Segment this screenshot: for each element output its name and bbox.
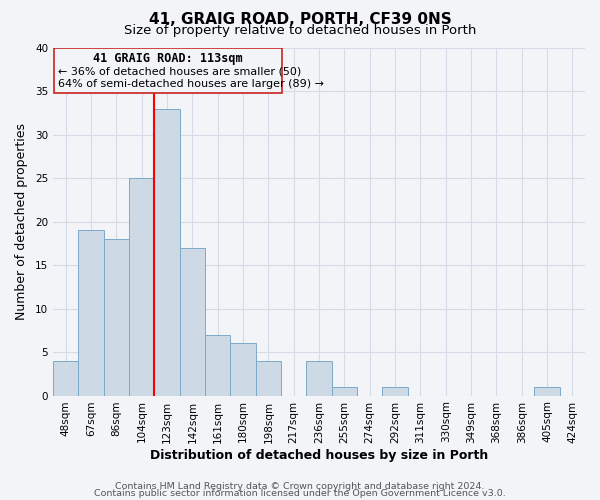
Bar: [79, 230, 104, 396]
Bar: [307, 361, 332, 396]
Bar: [332, 387, 357, 396]
Bar: [104, 239, 129, 396]
Bar: [129, 178, 154, 396]
Bar: [180, 248, 205, 396]
Text: 64% of semi-detached houses are larger (89) →: 64% of semi-detached houses are larger (…: [58, 80, 324, 90]
Text: Contains HM Land Registry data © Crown copyright and database right 2024.: Contains HM Land Registry data © Crown c…: [115, 482, 485, 491]
Text: 41, GRAIG ROAD, PORTH, CF39 0NS: 41, GRAIG ROAD, PORTH, CF39 0NS: [149, 12, 451, 28]
Text: Size of property relative to detached houses in Porth: Size of property relative to detached ho…: [124, 24, 476, 37]
Y-axis label: Number of detached properties: Number of detached properties: [15, 124, 28, 320]
Bar: [154, 109, 180, 396]
Text: 41 GRAIG ROAD: 113sqm: 41 GRAIG ROAD: 113sqm: [94, 52, 243, 65]
Bar: [535, 387, 560, 396]
X-axis label: Distribution of detached houses by size in Porth: Distribution of detached houses by size …: [150, 450, 488, 462]
Bar: [230, 344, 256, 396]
Bar: [382, 387, 407, 396]
Text: ← 36% of detached houses are smaller (50): ← 36% of detached houses are smaller (50…: [58, 66, 301, 76]
Bar: [256, 361, 281, 396]
Bar: [53, 361, 79, 396]
Text: Contains public sector information licensed under the Open Government Licence v3: Contains public sector information licen…: [94, 489, 506, 498]
Bar: [205, 334, 230, 396]
FancyBboxPatch shape: [55, 48, 282, 93]
